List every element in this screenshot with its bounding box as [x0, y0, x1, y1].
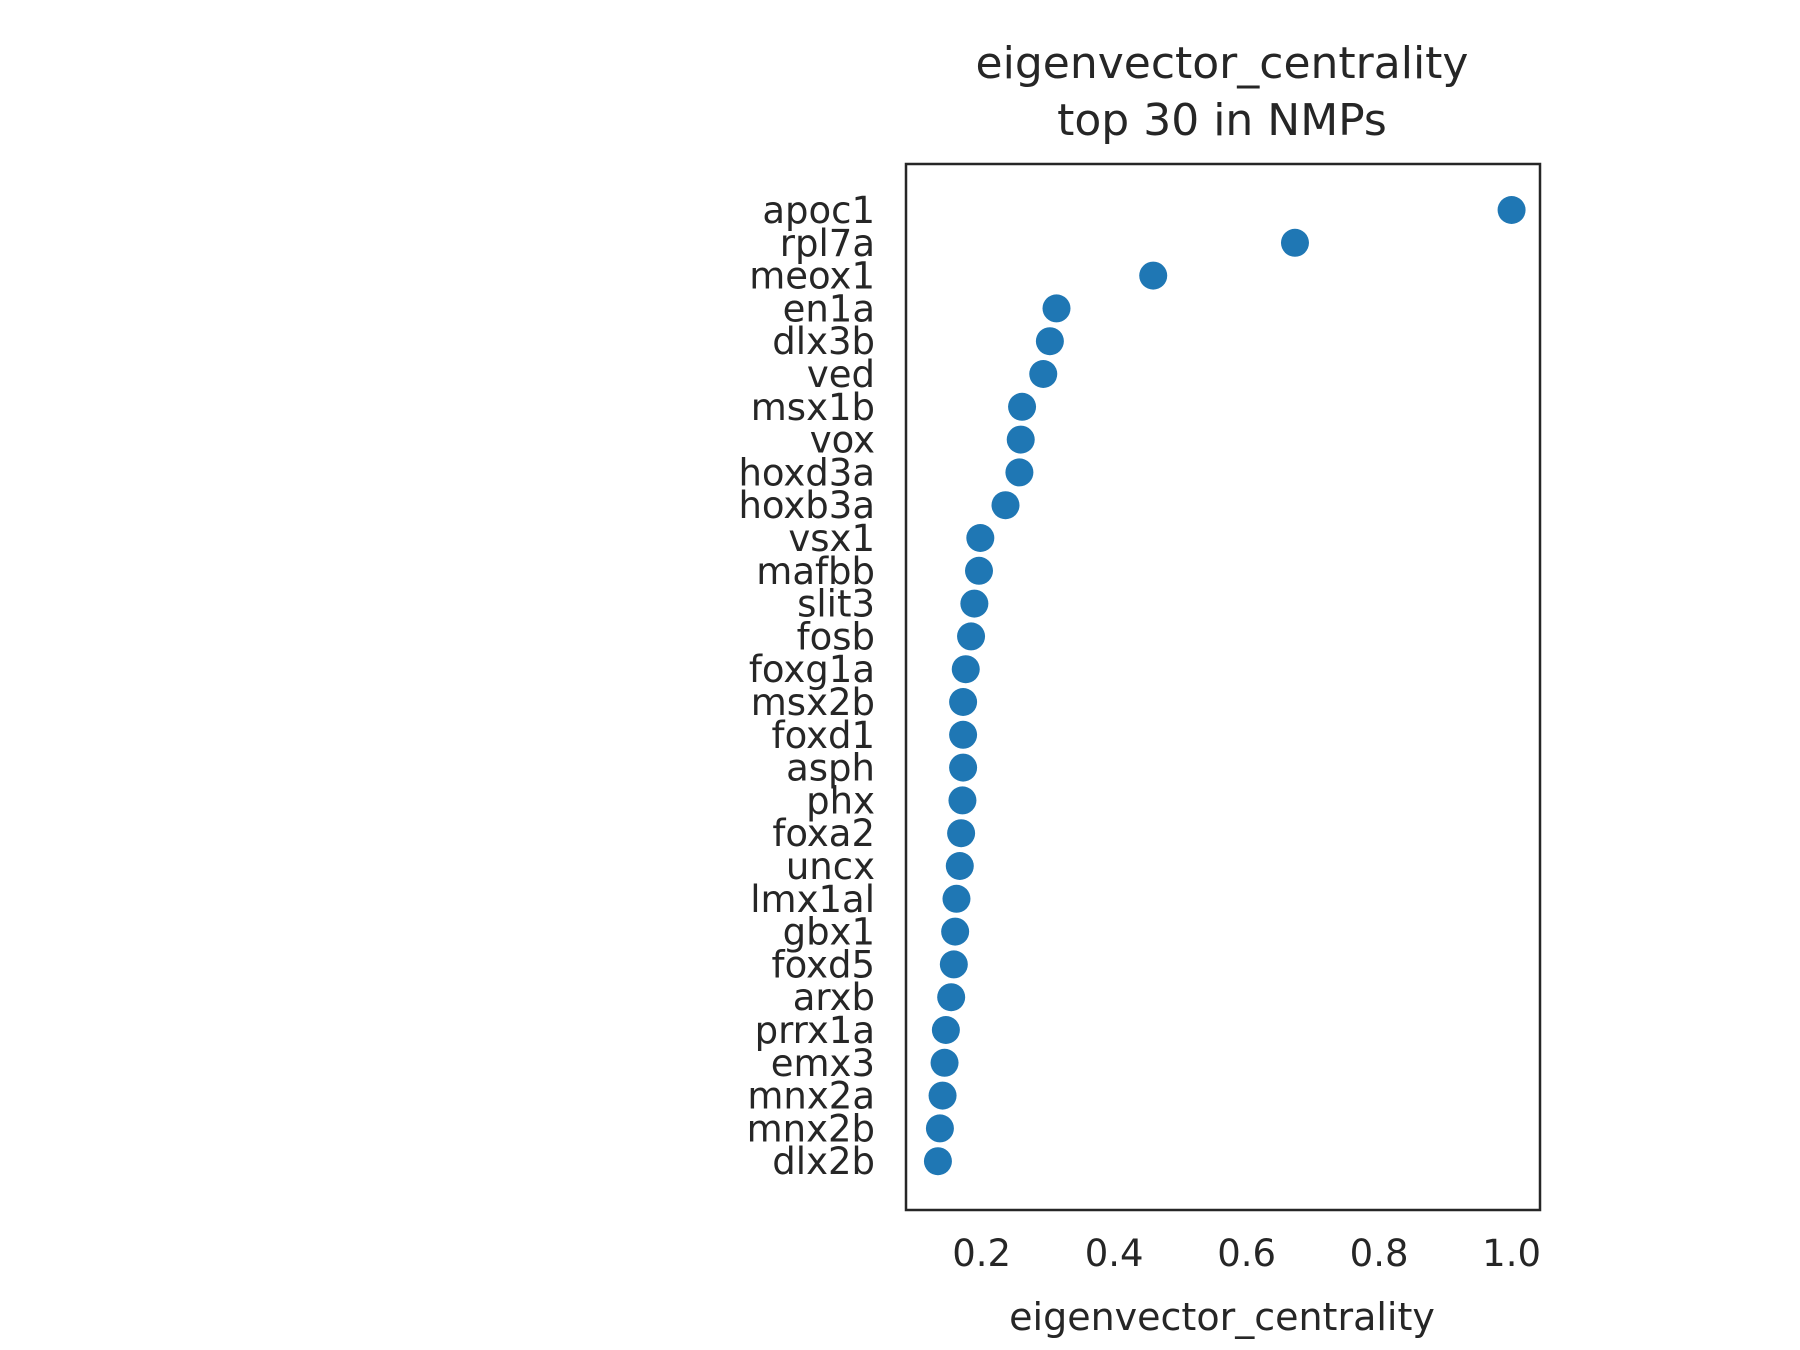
y-tick-label: hoxb3a — [738, 484, 875, 527]
chart-title-line-2: top 30 in NMPs — [1057, 95, 1387, 146]
y-tick-label: apoc1 — [762, 189, 875, 232]
data-point-meox1 — [1139, 261, 1168, 290]
y-tick-label: asph — [786, 747, 875, 790]
y-tick-label: arxb — [793, 976, 875, 1019]
data-point-dlx3b — [1035, 327, 1064, 356]
y-tick-label: foxd1 — [772, 714, 875, 757]
plot-frame — [904, 162, 1542, 1212]
y-tick-label: fosb — [797, 615, 875, 658]
data-point-hoxb3a — [991, 491, 1020, 520]
data-point-en1a — [1042, 294, 1071, 323]
x-tick-label: 0.6 — [1217, 1232, 1276, 1275]
data-point-prrx1a — [931, 1016, 960, 1044]
y-tick-label: mafbb — [756, 550, 875, 593]
y-tick-label: vsx1 — [788, 517, 875, 560]
data-point-foxa2 — [947, 819, 976, 848]
y-tick-label: foxg1a — [749, 648, 875, 691]
data-point-vsx1 — [966, 524, 995, 552]
y-tick-label: vox — [810, 419, 875, 462]
y-tick-label: slit3 — [797, 583, 875, 626]
x-tick-label: 0.8 — [1350, 1232, 1409, 1275]
y-tick-label: meox1 — [749, 255, 875, 298]
data-point-uncx — [945, 852, 974, 880]
data-point-lmx1al — [942, 884, 971, 913]
y-tick-label: prrx1a — [755, 1009, 875, 1052]
y-tick-label: foxd5 — [772, 943, 875, 986]
x-axis-label: eigenvector_centrality — [1009, 1295, 1435, 1339]
data-point-foxg1a — [951, 655, 980, 684]
data-point-msx1b — [1008, 392, 1037, 421]
data-points — [923, 196, 1526, 1176]
data-point-rpl7a — [1280, 228, 1309, 257]
y-tick-label: mnx2a — [747, 1075, 875, 1118]
data-point-hoxd3a — [1005, 458, 1034, 487]
y-tick-label: dlx3b — [772, 320, 875, 363]
x-tick-label: 0.2 — [952, 1232, 1011, 1275]
data-point-mnx2a — [928, 1081, 957, 1110]
data-point-foxd5 — [939, 950, 968, 979]
y-tick-labels: apoc1rpl7ameox1en1adlx3bvedmsx1bvoxhoxd3… — [738, 189, 875, 1183]
y-tick-label: foxa2 — [772, 812, 875, 855]
data-point-arxb — [937, 983, 966, 1012]
data-point-mafbb — [964, 556, 993, 585]
data-point-slit3 — [960, 589, 989, 618]
x-tick-label: 1.0 — [1482, 1232, 1541, 1275]
data-point-vox — [1006, 425, 1035, 454]
y-tick-label: en1a — [783, 287, 875, 330]
data-point-msx2b — [949, 688, 978, 716]
data-point-phx — [948, 786, 977, 815]
data-point-emx3 — [930, 1048, 959, 1077]
data-point-gbx1 — [941, 917, 970, 946]
data-point-mnx2b — [925, 1114, 954, 1143]
y-tick-label: emx3 — [771, 1042, 875, 1085]
chart-title-line-1: eigenvector_centrality — [976, 38, 1469, 89]
y-tick-label: ved — [807, 353, 875, 396]
y-tick-label: hoxd3a — [738, 451, 875, 494]
data-point-asph — [949, 753, 978, 782]
y-tick-label: phx — [806, 779, 875, 822]
x-tick-label: 0.4 — [1085, 1232, 1144, 1275]
y-tick-label: rpl7a — [780, 222, 875, 265]
y-tick-label: mnx2b — [747, 1107, 875, 1150]
data-point-dlx2b — [923, 1147, 952, 1176]
y-tick-label: lmx1al — [750, 878, 875, 921]
data-point-foxd1 — [949, 720, 978, 749]
y-tick-label: dlx2b — [772, 1140, 875, 1183]
data-point-apoc1 — [1497, 196, 1526, 224]
y-tick-label: msx1b — [751, 386, 875, 429]
data-point-fosb — [957, 622, 986, 651]
y-tick-label: msx2b — [751, 681, 875, 724]
data-point-ved — [1029, 360, 1058, 388]
y-tick-label: gbx1 — [783, 911, 875, 954]
x-tick-labels: 0.2 0.4 0.6 0.8 1.0 — [952, 1232, 1541, 1275]
y-tick-label: uncx — [786, 845, 875, 888]
